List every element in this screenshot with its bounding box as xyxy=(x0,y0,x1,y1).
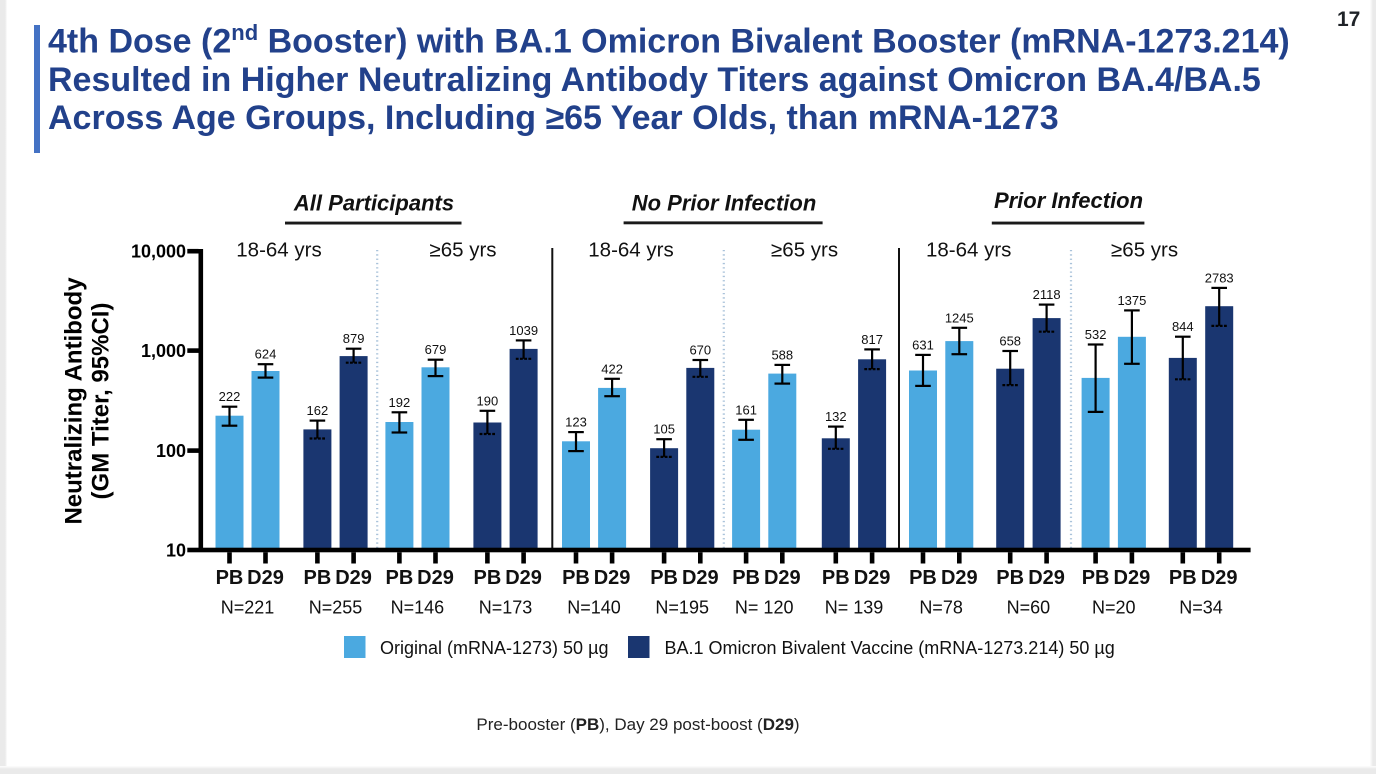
svg-text:≥65 yrs: ≥65 yrs xyxy=(1111,239,1178,262)
svg-text:132: 132 xyxy=(825,409,847,424)
svg-text:D29: D29 xyxy=(335,567,372,589)
svg-text:10: 10 xyxy=(166,541,186,561)
svg-text:PB: PB xyxy=(1169,567,1197,589)
svg-text:N=146: N=146 xyxy=(391,598,445,618)
svg-text:190: 190 xyxy=(477,393,499,408)
svg-text:679: 679 xyxy=(425,342,447,357)
svg-text:PB: PB xyxy=(996,567,1024,589)
svg-text:D29: D29 xyxy=(1201,567,1238,589)
svg-text:100: 100 xyxy=(156,441,186,461)
svg-text:D29: D29 xyxy=(505,567,542,589)
svg-text:PB: PB xyxy=(822,567,850,589)
svg-text:Prior Infection: Prior Infection xyxy=(994,188,1143,213)
svg-text:PB: PB xyxy=(216,567,244,589)
svg-text:D29: D29 xyxy=(941,567,978,589)
svg-text:D29: D29 xyxy=(247,567,284,589)
svg-text:588: 588 xyxy=(771,347,793,362)
svg-text:(GM Titer, 95%CI): (GM Titer, 95%CI) xyxy=(88,303,115,500)
svg-text:D29: D29 xyxy=(1028,567,1065,589)
svg-text:192: 192 xyxy=(389,395,411,410)
svg-text:Pre-booster (PB), Day 29 post-: Pre-booster (PB), Day 29 post-boost (D29… xyxy=(476,715,799,734)
svg-text:N= 139: N= 139 xyxy=(825,598,884,618)
svg-text:1039: 1039 xyxy=(509,323,538,338)
svg-text:N=34: N=34 xyxy=(1179,598,1223,618)
svg-text:879: 879 xyxy=(343,331,365,346)
svg-text:D29: D29 xyxy=(682,567,719,589)
svg-text:422: 422 xyxy=(601,361,623,376)
svg-text:Original (mRNA-1273) 50 µg: Original (mRNA-1273) 50 µg xyxy=(380,638,608,658)
svg-text:631: 631 xyxy=(912,337,934,352)
svg-text:PB: PB xyxy=(386,567,414,589)
svg-text:PB: PB xyxy=(909,567,937,589)
svg-text:2783: 2783 xyxy=(1205,270,1234,285)
svg-text:All Participants: All Participants xyxy=(293,191,454,216)
svg-text:D29: D29 xyxy=(594,567,631,589)
svg-text:≥65 yrs: ≥65 yrs xyxy=(429,239,496,262)
svg-text:PB: PB xyxy=(1082,567,1110,589)
svg-text:≥65 yrs: ≥65 yrs xyxy=(771,239,838,262)
svg-text:PB: PB xyxy=(474,567,502,589)
svg-text:N=140: N=140 xyxy=(567,598,621,618)
svg-text:18-64 yrs: 18-64 yrs xyxy=(588,239,673,262)
svg-text:N= 120: N= 120 xyxy=(735,598,794,618)
svg-text:2118: 2118 xyxy=(1033,287,1061,302)
svg-text:624: 624 xyxy=(255,347,277,362)
svg-text:532: 532 xyxy=(1085,327,1107,342)
svg-text:N=255: N=255 xyxy=(309,598,363,618)
svg-text:670: 670 xyxy=(689,343,711,358)
svg-text:123: 123 xyxy=(565,415,587,430)
svg-text:PB: PB xyxy=(650,567,678,589)
svg-text:BA.1 Omicron Bivalent Vaccine: BA.1 Omicron Bivalent Vaccine (mRNA-1273… xyxy=(665,638,1115,658)
svg-text:N=221: N=221 xyxy=(221,598,275,618)
svg-text:D29: D29 xyxy=(417,567,454,589)
svg-text:D29: D29 xyxy=(854,567,891,589)
svg-text:222: 222 xyxy=(219,389,241,404)
svg-text:18-64 yrs: 18-64 yrs xyxy=(236,239,321,262)
svg-text:N=195: N=195 xyxy=(655,598,709,618)
svg-text:PB: PB xyxy=(304,567,332,589)
svg-text:N=78: N=78 xyxy=(919,598,963,618)
svg-text:817: 817 xyxy=(861,332,883,347)
svg-text:PB: PB xyxy=(732,567,760,589)
svg-text:1,000: 1,000 xyxy=(141,341,186,361)
svg-text:658: 658 xyxy=(999,334,1021,349)
svg-text:N=20: N=20 xyxy=(1092,598,1136,618)
svg-text:D29: D29 xyxy=(764,567,801,589)
svg-text:No Prior Infection: No Prior Infection xyxy=(632,191,817,216)
svg-text:161: 161 xyxy=(735,402,757,417)
svg-text:844: 844 xyxy=(1172,319,1194,334)
svg-text:162: 162 xyxy=(307,403,329,418)
svg-text:Neutralizing Antibody: Neutralizing Antibody xyxy=(61,277,88,525)
svg-text:18-64 yrs: 18-64 yrs xyxy=(926,239,1011,262)
svg-text:1245: 1245 xyxy=(945,310,974,325)
svg-text:10,000: 10,000 xyxy=(131,242,186,262)
svg-text:D29: D29 xyxy=(1114,567,1151,589)
svg-text:PB: PB xyxy=(562,567,590,589)
svg-text:105: 105 xyxy=(653,422,675,437)
svg-text:1375: 1375 xyxy=(1117,293,1146,308)
svg-text:N=60: N=60 xyxy=(1007,598,1051,618)
svg-text:N=173: N=173 xyxy=(479,598,533,618)
